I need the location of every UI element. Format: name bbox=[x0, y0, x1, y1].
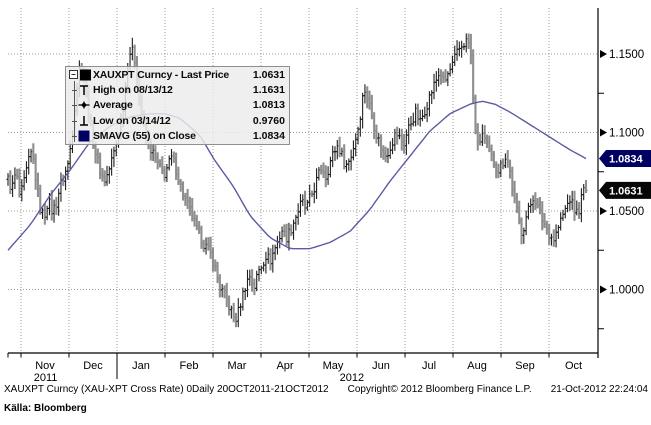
x-axis-year-label: 2012 bbox=[340, 372, 364, 384]
sma-tag-label: 1.0834 bbox=[609, 154, 644, 166]
x-axis-month-label: Aug bbox=[467, 360, 487, 372]
axis-tick-arrow-icon bbox=[600, 128, 607, 137]
legend-row-1: XAUXPT Curncy - Last Price 1.0631 bbox=[66, 67, 289, 82]
high-marker-icon bbox=[69, 84, 93, 96]
x-axis-month-label: Oct bbox=[565, 360, 582, 372]
expander-black-square-icon[interactable] bbox=[69, 69, 93, 81]
axis-tick-arrow-icon bbox=[600, 285, 607, 294]
footer-timestamp: 21-Oct-2012 22:24:04 bbox=[550, 384, 648, 395]
legend-row-value: 0.9760 bbox=[252, 114, 285, 127]
footer-copyright: Copyright© 2012 Bloomberg Finance L.P. bbox=[347, 384, 532, 395]
legend-row-3: Average 1.0813 bbox=[66, 98, 289, 113]
y-axis-tick-label: 1.0500 bbox=[609, 206, 644, 218]
low-marker-icon bbox=[69, 115, 93, 127]
legend-row-2: High on 08/13/12 1.1631 bbox=[66, 82, 289, 97]
legend-row-value: 1.0631 bbox=[252, 68, 285, 81]
chart-footer: XAUXPT Curncy (XAU-XPT Cross Rate) 0Dail… bbox=[4, 384, 648, 395]
x-axis-month-label: Feb bbox=[180, 360, 199, 372]
y-axis-tick-label: 1.1500 bbox=[609, 49, 644, 61]
legend-row-value: 1.0813 bbox=[252, 99, 285, 112]
x-axis-month-label: Apr bbox=[276, 360, 293, 372]
source-label: Källa: Bloomberg bbox=[4, 403, 87, 414]
x-axis-month-label: Jul bbox=[422, 360, 436, 372]
legend-row-label: XAUXPT Curncy - Last Price bbox=[93, 68, 230, 81]
sma-tag bbox=[599, 150, 651, 168]
legend-row-label: Low on 03/14/12 bbox=[93, 114, 171, 127]
y-axis-tick-label: 1.1000 bbox=[609, 128, 644, 140]
last-tag-label: 1.0631 bbox=[609, 185, 643, 197]
legend-tree-stub bbox=[72, 120, 77, 122]
legend-tree-stub bbox=[72, 136, 77, 138]
navy-square-icon bbox=[69, 130, 93, 142]
legend-row-value: 1.1631 bbox=[252, 84, 285, 97]
x-axis-month-label: May bbox=[323, 360, 344, 372]
last-tag bbox=[599, 181, 651, 199]
x-axis-month-label: Mar bbox=[228, 360, 247, 372]
legend-row-label: Average bbox=[93, 99, 133, 112]
legend-row-label: SMAVG (55) on Close bbox=[93, 130, 196, 143]
y-axis-tick-label: 1.0000 bbox=[609, 285, 644, 297]
x-axis-month-label: Dec bbox=[83, 360, 103, 372]
x-axis-month-label: Jan bbox=[132, 360, 150, 372]
legend-row-4: Low on 03/14/12 0.9760 bbox=[66, 113, 289, 128]
legend-tree-line bbox=[74, 81, 75, 142]
axis-tick-arrow-icon bbox=[600, 50, 607, 58]
footer-ticker-range: XAUXPT Curncy (XAU-XPT Cross Rate) 0Dail… bbox=[4, 384, 329, 395]
legend-tree-stub bbox=[72, 105, 77, 107]
x-axis-month-label: Jun bbox=[372, 360, 390, 372]
x-axis-year-label: 2011 bbox=[34, 372, 58, 384]
x-axis-month-label: Nov bbox=[35, 360, 55, 372]
legend-tree-stub bbox=[72, 90, 77, 92]
x-axis-month-label: Sep bbox=[515, 360, 535, 372]
legend-row-label: High on 08/13/12 bbox=[93, 84, 173, 97]
legend-row-5: SMAVG (55) on Close 1.0834 bbox=[66, 129, 289, 144]
average-marker-icon bbox=[69, 99, 93, 111]
axis-tick-arrow-icon bbox=[600, 207, 607, 215]
chart-legend[interactable]: XAUXPT Curncy - Last Price 1.0631 High on … bbox=[65, 66, 290, 145]
legend-row-value: 1.0834 bbox=[252, 130, 285, 143]
